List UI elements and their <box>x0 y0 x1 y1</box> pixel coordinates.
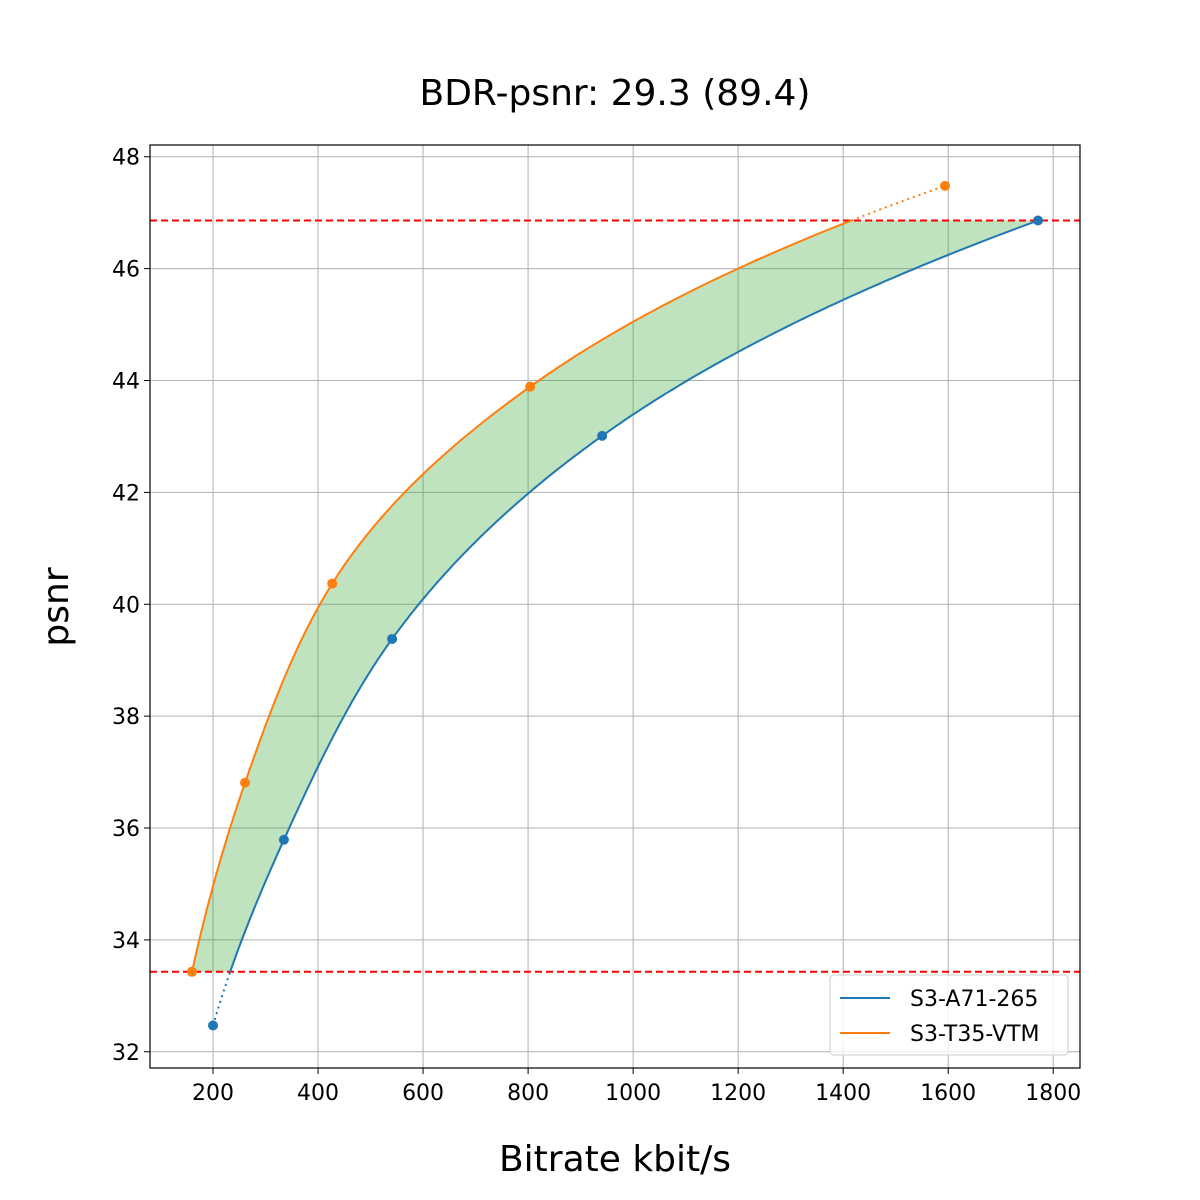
legend: S3-A71-265 S3-T35-VTM <box>829 974 1069 1056</box>
series-line <box>229 219 1039 973</box>
x-tick-label: 200 <box>192 1081 234 1106</box>
data-point <box>278 834 289 845</box>
x-tick-label: 1600 <box>920 1081 976 1106</box>
data-point <box>940 180 951 191</box>
data-point <box>597 430 608 441</box>
y-tick-label: 36 <box>112 817 140 842</box>
data-point <box>1032 215 1043 226</box>
plot-frame <box>149 144 1081 1069</box>
chart-title: BDR-psnr: 29.3 (89.4) <box>420 73 811 114</box>
y-tick-label: 46 <box>112 258 140 283</box>
y-tick-label: 34 <box>112 929 140 954</box>
y-tick-label: 40 <box>112 593 140 618</box>
y-tick-label: 42 <box>112 481 140 506</box>
y-axis-label: psnr <box>36 567 77 646</box>
data-point <box>327 578 338 589</box>
series-line-dotted <box>212 971 232 1026</box>
legend-label: S3-T35-VTM <box>910 1022 1039 1047</box>
series-line <box>191 219 852 973</box>
reference-lines <box>150 219 1080 973</box>
x-tick-label: 400 <box>297 1081 339 1106</box>
ticks: 200 400 600 800 1000 1200 1400 1600 1800 32 34 36 38… <box>112 146 1081 1106</box>
data-point <box>240 777 251 788</box>
legend-box <box>829 974 1069 1056</box>
x-axis-label: Bitrate kbit/s <box>499 1139 731 1180</box>
legend-label: S3-A71-265 <box>910 987 1038 1012</box>
x-tick-label: 1000 <box>605 1081 661 1106</box>
y-tick-label: 48 <box>112 146 140 171</box>
data-point <box>208 1020 219 1031</box>
x-tick-label: 1400 <box>815 1081 871 1106</box>
data-point <box>187 966 198 977</box>
data-point <box>387 633 398 644</box>
grid <box>150 145 1080 1068</box>
series-line-dotted <box>850 184 946 222</box>
x-tick-label: 1200 <box>710 1081 766 1106</box>
y-tick-label: 44 <box>112 370 140 395</box>
y-tick-label: 32 <box>112 1041 140 1066</box>
y-tick-label: 38 <box>112 705 140 730</box>
x-tick-label: 800 <box>507 1081 549 1106</box>
fill-between-area <box>192 220 1038 972</box>
x-tick-label: 600 <box>402 1081 444 1106</box>
fill-area <box>192 220 1038 972</box>
x-tick-label: 1800 <box>1025 1081 1081 1106</box>
data-point <box>525 381 536 392</box>
series-lines <box>187 180 1043 1031</box>
